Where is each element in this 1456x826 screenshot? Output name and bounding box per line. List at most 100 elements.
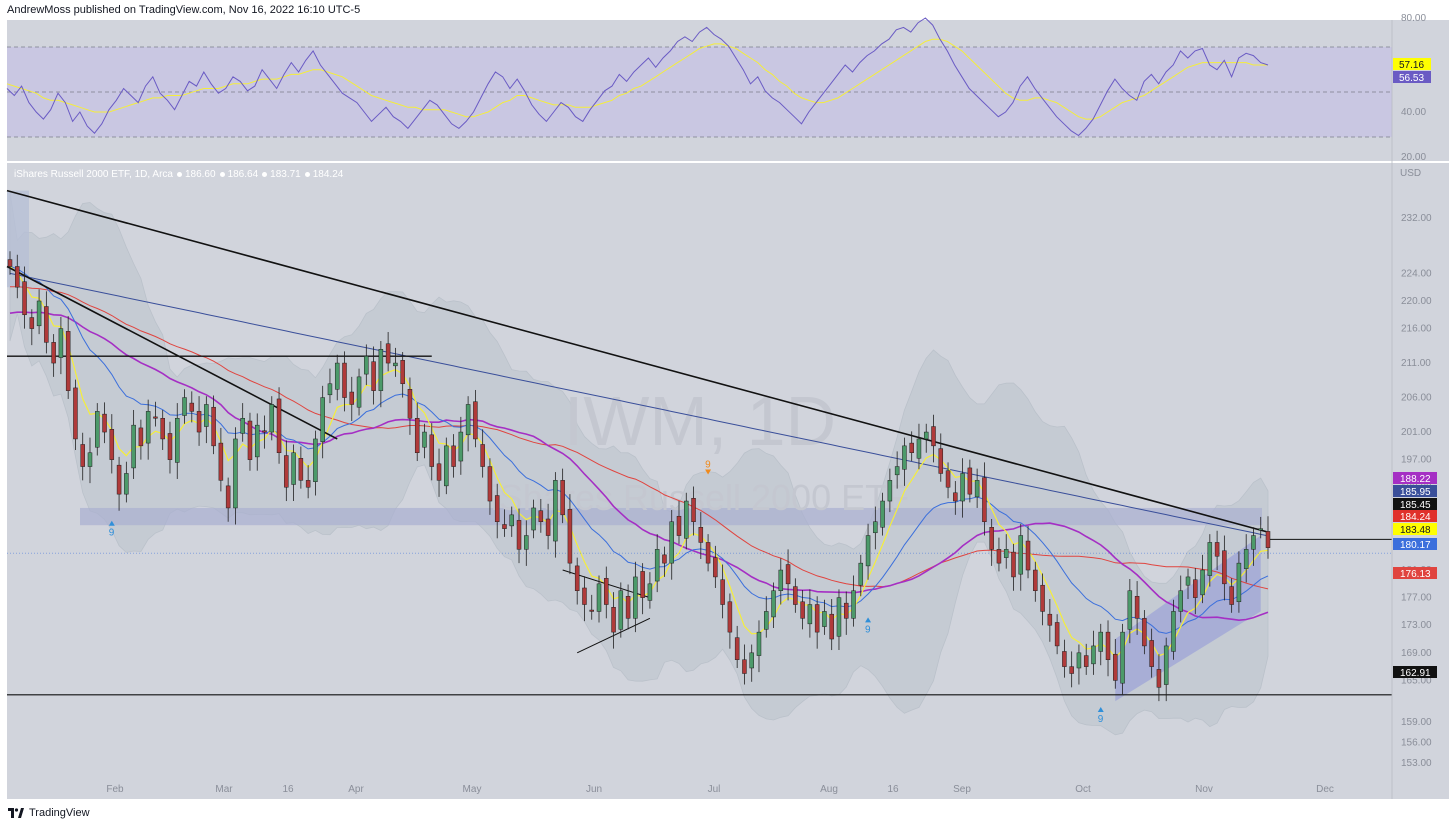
candle-down xyxy=(1011,551,1016,578)
candle-up xyxy=(204,404,209,427)
candle-down xyxy=(22,281,27,316)
candle-down xyxy=(494,495,500,522)
candle-down xyxy=(909,442,914,454)
candle-down xyxy=(982,477,987,522)
candle-down xyxy=(262,430,267,433)
price-tick-label: 159.00 xyxy=(1401,717,1432,728)
candle-down xyxy=(967,467,973,495)
price-tag-label: 184.24 xyxy=(1400,512,1431,523)
candle-up xyxy=(1003,549,1009,558)
candle-up xyxy=(960,473,965,502)
candle-up xyxy=(422,431,427,448)
legend-symbol: iShares Russell 2000 ETF, 1D, Arca xyxy=(14,169,173,180)
candle-up xyxy=(1243,549,1249,569)
candle-down xyxy=(1047,613,1053,626)
price-tag-bg xyxy=(1393,510,1437,522)
price-tag-bg xyxy=(1393,567,1437,579)
time-tick-label: Jul xyxy=(708,784,721,795)
candle-up xyxy=(887,480,893,502)
candle-down xyxy=(742,659,747,674)
candle-down xyxy=(989,527,994,550)
candle-down xyxy=(51,342,56,364)
price-tag-bg xyxy=(1393,485,1437,497)
candle-up xyxy=(684,500,689,539)
candle-down xyxy=(574,565,580,591)
candle-up xyxy=(1076,652,1082,669)
candle-down xyxy=(1193,579,1198,598)
candle-down xyxy=(545,518,551,536)
footer: TradingView xyxy=(8,806,90,820)
candle-down xyxy=(342,362,347,398)
candle-down xyxy=(1054,622,1060,647)
candle-down xyxy=(727,601,733,633)
candle-down xyxy=(996,549,1002,564)
candle-up xyxy=(334,362,340,390)
time-axis: Feb Mar 16 Apr May Jun Jul Aug 16 Sep Oct Nov Dec xyxy=(106,784,1334,795)
price-tick-label: 206.00 xyxy=(1401,393,1432,404)
candle-down xyxy=(1265,531,1271,548)
time-tick-label: 16 xyxy=(282,784,294,795)
candle-down xyxy=(218,442,224,481)
candle-up xyxy=(1185,576,1191,586)
legend-close: 184.24 xyxy=(312,169,344,180)
candle-up xyxy=(36,300,42,327)
candle-up xyxy=(531,507,536,531)
candle-down xyxy=(516,520,522,550)
candle-up xyxy=(182,397,187,416)
time-tick-label: Jun xyxy=(586,784,602,795)
candle-down xyxy=(276,398,282,454)
candle-down xyxy=(80,444,85,467)
candle-down xyxy=(44,306,49,343)
td-arrow-up xyxy=(865,617,872,623)
candle-down xyxy=(502,524,507,529)
price-tick-label: 201.00 xyxy=(1401,427,1432,438)
candle-down xyxy=(662,554,667,564)
candle-down xyxy=(938,448,944,474)
candle-down xyxy=(211,406,216,447)
candle-down xyxy=(1062,651,1067,667)
rsi-line xyxy=(6,17,1269,137)
time-tick-label: Aug xyxy=(820,784,838,795)
candle-up xyxy=(654,549,660,582)
rsi-tick-label: 40.00 xyxy=(1401,107,1426,118)
rsi-ma-tag-bg xyxy=(1393,58,1431,70)
tradingview-logo-icon[interactable] xyxy=(8,808,24,818)
price-tag-bg xyxy=(1393,523,1437,535)
time-tick-label: Apr xyxy=(348,784,364,795)
candle-down xyxy=(1222,550,1227,585)
candle-up xyxy=(465,404,471,436)
candle-down xyxy=(109,429,115,460)
candle-up xyxy=(1163,645,1169,685)
price-tick-label: 177.00 xyxy=(1401,593,1432,604)
price-tick-label: 156.00 xyxy=(1401,738,1432,749)
candle-up xyxy=(1200,569,1205,596)
candle-up xyxy=(291,452,296,485)
price-tick-label: 211.00 xyxy=(1401,358,1431,369)
footer-brand[interactable]: TradingView xyxy=(29,807,90,819)
rsi-tag-label: 56.53 xyxy=(1399,73,1424,84)
sma50-line xyxy=(9,311,1269,622)
candle-down xyxy=(785,564,791,585)
candle-down xyxy=(385,343,391,364)
high-dot xyxy=(219,172,225,177)
candle-up xyxy=(320,397,325,442)
price-tag-bg xyxy=(1393,472,1437,484)
candle-down xyxy=(604,578,609,605)
candle-up xyxy=(364,355,369,375)
candle-down xyxy=(167,433,173,460)
candle-up xyxy=(393,362,398,367)
candle-up xyxy=(233,438,238,509)
candle-down xyxy=(538,510,544,522)
open-dot xyxy=(176,172,182,177)
time-tick-label: Sep xyxy=(953,784,971,795)
price-tick-label: 224.00 xyxy=(1401,268,1432,279)
candle-down xyxy=(1229,586,1234,605)
candle-up xyxy=(596,583,602,612)
time-axis-bg xyxy=(7,777,1392,799)
candle-down xyxy=(843,602,849,619)
candle-up xyxy=(764,611,769,630)
candle-down xyxy=(407,389,413,419)
price-tag-label: 188.22 xyxy=(1400,474,1431,485)
